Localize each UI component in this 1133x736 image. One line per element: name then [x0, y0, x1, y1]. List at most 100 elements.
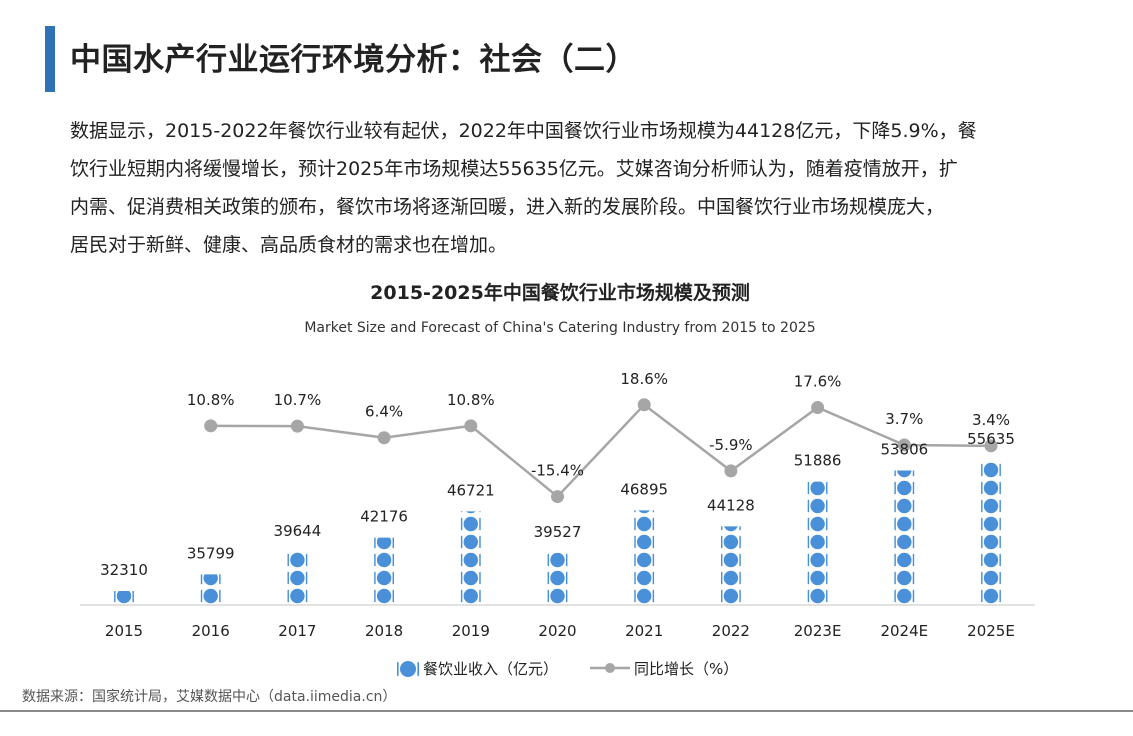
x-tick-label: 2019 [452, 622, 490, 640]
chart-subtitle: Market Size and Forecast of China's Cate… [304, 320, 815, 336]
bar-value-label: 51886 [794, 452, 842, 470]
growth-value-label: 18.6% [620, 370, 668, 388]
plate-fork-knife-icon [721, 552, 741, 568]
growth-value-label: -15.4% [531, 462, 584, 480]
growth-value-label: 3.4% [972, 411, 1010, 429]
plate-fork-knife-icon [981, 480, 1001, 496]
bar-2025E [981, 462, 1001, 604]
plate-fork-knife-icon [460, 588, 481, 604]
x-tick-label: 2016 [192, 622, 230, 640]
plate-fork-knife-icon [460, 552, 481, 568]
plate-fork-knife-icon [894, 516, 915, 532]
plate-fork-knife-icon [634, 510, 655, 514]
plate-fork-knife-icon [287, 588, 308, 604]
plate-fork-knife-icon [807, 588, 828, 604]
bar-value-label: 46721 [447, 481, 495, 499]
growth-point [377, 431, 391, 445]
growth-line [210, 403, 992, 499]
plate-fork-knife-icon [721, 570, 741, 586]
plate-fork-knife-icon [287, 552, 308, 568]
plate-fork-knife-icon [374, 552, 394, 568]
data-source-note: 数据来源：国家统计局，艾媒数据中心（data.iimedia.cn） [22, 689, 397, 705]
intro-line: 内需、促消费相关政策的颁布，餐饮市场将逐渐回暖，进入新的发展阶段。中国餐饮行业市… [70, 196, 945, 218]
x-tick-label: 2021 [625, 622, 663, 640]
x-tick-label: 2020 [538, 622, 576, 640]
plate-fork-knife-icon [807, 534, 828, 550]
plate-fork-knife-icon [460, 516, 481, 532]
plate-fork-knife-icon [287, 570, 308, 586]
plate-fork-knife-icon [807, 570, 828, 586]
growth-point [984, 439, 998, 453]
plate-fork-knife-icon [547, 570, 568, 586]
bar-2019 [460, 511, 481, 604]
plate-fork-knife-icon [894, 552, 915, 568]
plate-fork-knife-icon [981, 552, 1001, 568]
growth-value-label: 10.8% [447, 391, 495, 409]
bar-value-label: 53806 [880, 441, 928, 459]
legend-item-revenue: 餐饮业收入（亿元） [397, 660, 558, 678]
growth-value-label: 10.7% [274, 391, 322, 409]
bar-value-label: 55635 [967, 430, 1015, 448]
intro-line: 数据显示，2015-2022年餐饮行业较有起伏，2022年中国餐饮行业市场规模为… [70, 120, 977, 142]
bar-value-label: 32310 [100, 561, 148, 579]
bar-value-label: 44128 [707, 496, 755, 514]
bar-2022 [721, 526, 741, 604]
x-tick-label: 2025E [967, 622, 1015, 640]
plate-fork-knife-icon [894, 588, 915, 604]
plate-fork-knife-icon [894, 570, 915, 586]
bar-2015 [114, 591, 134, 604]
plate-fork-knife-icon [114, 591, 134, 604]
growth-value-label: -5.9% [709, 436, 753, 454]
chart-legend: 餐饮业收入（亿元） 同比增长（%） [397, 660, 738, 678]
plate-fork-knife-icon [634, 516, 655, 532]
intro-paragraph: 数据显示，2015-2022年餐饮行业较有起伏，2022年中国餐饮行业市场规模为… [70, 112, 1060, 264]
plate-fork-knife-icon [460, 570, 481, 586]
bar-2016 [200, 574, 221, 604]
plate-fork-knife-icon [721, 534, 741, 550]
plate-fork-knife-icon [200, 574, 221, 586]
plate-fork-knife-icon [894, 534, 915, 550]
x-tick-label: 2022 [712, 622, 750, 640]
plate-fork-knife-icon [721, 588, 741, 604]
bar-2024E [894, 470, 915, 604]
bar-value-label: 35799 [187, 544, 235, 562]
growth-point [551, 490, 564, 504]
growth-value-label: 17.6% [794, 372, 842, 390]
x-tick-label: 2018 [365, 622, 403, 640]
growth-value-label: 6.4% [365, 403, 403, 421]
legend-label-revenue: 餐饮业收入（亿元） [423, 660, 558, 678]
bar-2021 [634, 510, 655, 604]
page-title: 中国水产行业运行环境分析：社会（二） [70, 42, 637, 78]
bar-value-label: 39527 [534, 523, 582, 541]
plate-fork-knife-icon [981, 462, 1001, 478]
plate-fork-knife-icon [894, 480, 915, 496]
bar-value-label: 46895 [620, 480, 668, 498]
plate-fork-knife-icon [807, 552, 828, 568]
plate-fork-knife-icon [807, 516, 828, 532]
plate-fork-knife-icon [634, 552, 655, 568]
market-size-chart: 2015-2025年中国餐饮行业市场规模及预测 Market Size and … [80, 281, 1035, 678]
plate-fork-knife-icon [634, 570, 655, 586]
growth-point [290, 419, 304, 433]
plate-fork-knife-icon [894, 470, 915, 478]
plate-fork-knife-icon [397, 661, 419, 677]
growth-point [724, 464, 738, 478]
bar-value-label: 39644 [274, 522, 322, 540]
legend-marker [605, 663, 615, 673]
plate-fork-knife-icon [374, 588, 394, 604]
plate-fork-knife-icon [981, 534, 1001, 550]
bar-2023E [807, 481, 828, 604]
x-tick-label: 2017 [278, 622, 316, 640]
plate-fork-knife-icon [894, 498, 915, 514]
intro-line: 居民对于新鲜、健康、高品质食材的需求也在增加。 [70, 234, 508, 256]
plate-fork-knife-icon [547, 588, 568, 604]
plate-fork-knife-icon [547, 552, 568, 568]
growth-value-label: 3.7% [885, 410, 923, 428]
intro-line: 饮行业短期内将缓慢增长，预计2025年市场规模达55635亿元。艾媒咨询分析师认… [70, 158, 958, 180]
plate-fork-knife-icon [721, 526, 741, 532]
plate-fork-knife-icon [807, 498, 828, 514]
plate-fork-knife-icon [981, 588, 1001, 604]
x-tick-label: 2015 [105, 622, 143, 640]
plate-fork-knife-icon [374, 570, 394, 586]
plate-fork-knife-icon [200, 588, 221, 604]
